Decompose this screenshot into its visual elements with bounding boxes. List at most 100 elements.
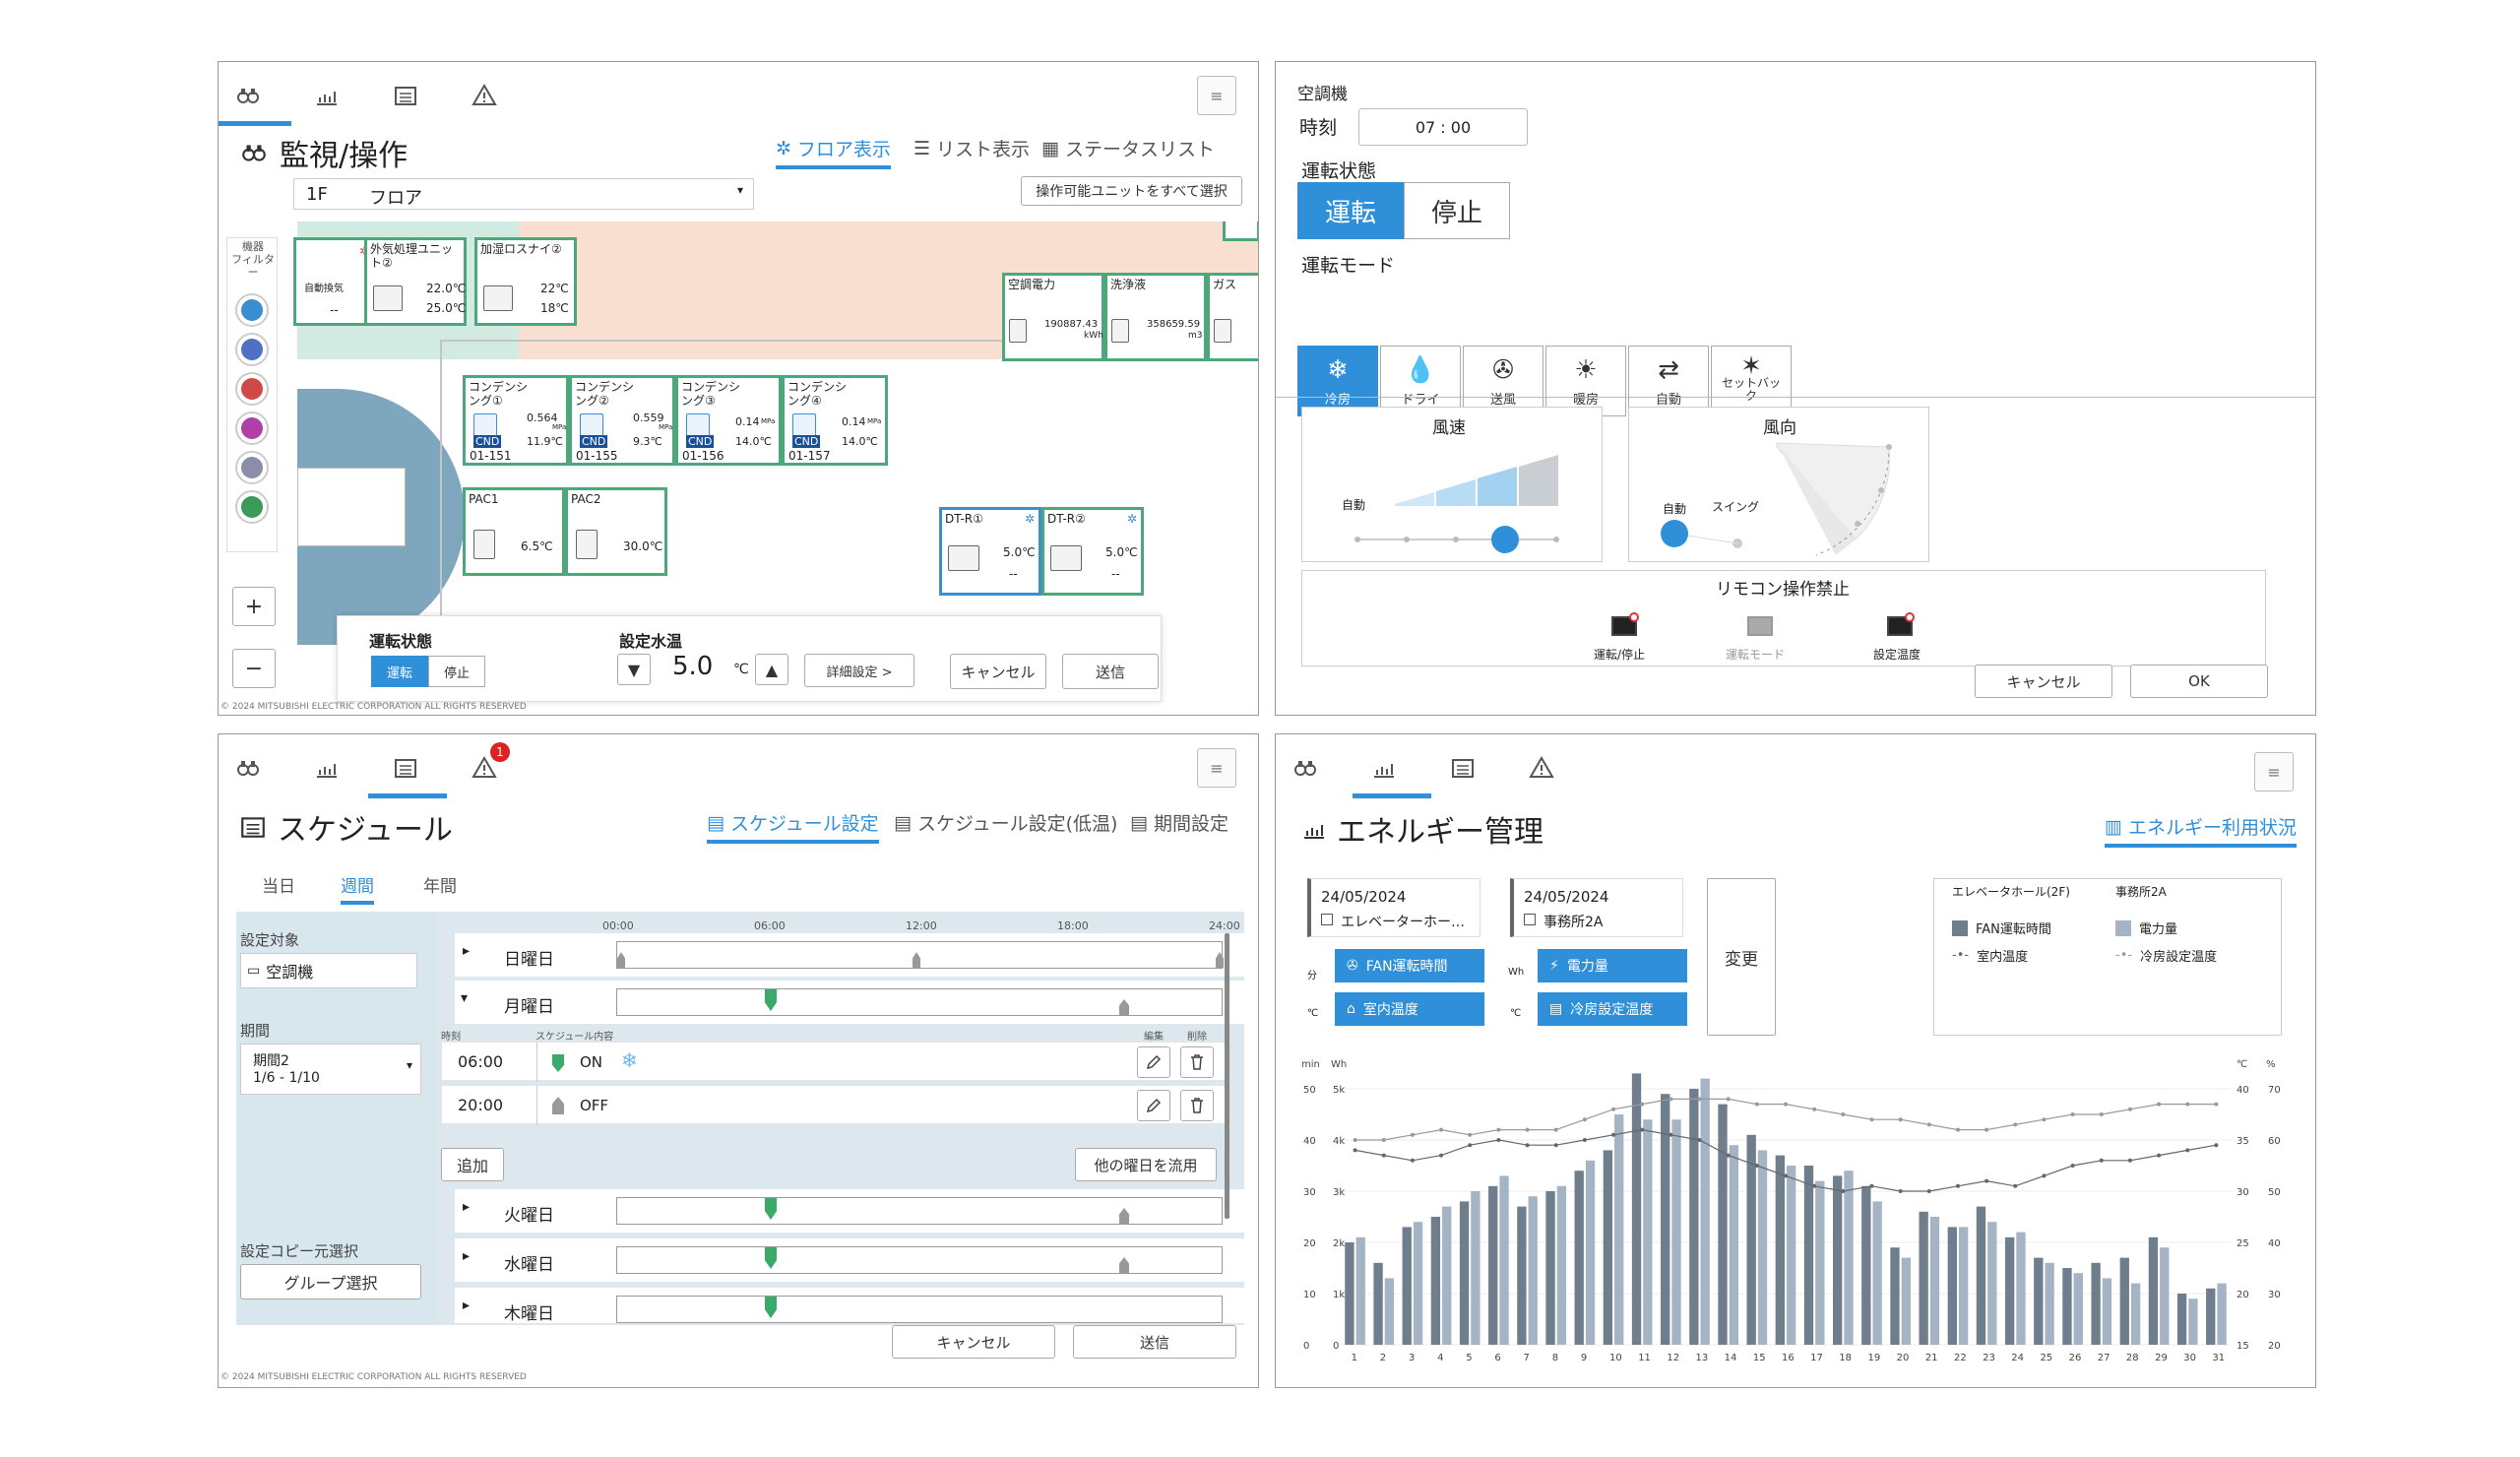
unit-condensing-4[interactable]: コンデンシング④ CND 0.14 MPa 14.0℃ 01-157 xyxy=(782,375,888,466)
energy-card-1[interactable]: 24/05/2024 エレベーターホー… 分 ✇ FAN運転時間 ℃ ⌂ 室内温度 xyxy=(1301,878,1486,1042)
zoom-out-button[interactable]: − xyxy=(232,649,276,688)
send-button[interactable]: 送信 xyxy=(1073,1325,1236,1359)
floor-select[interactable]: 1F フロア ▾ xyxy=(293,178,754,210)
tab-floor-view[interactable]: ✲ フロア表示 xyxy=(776,135,891,169)
tab-list-view[interactable]: ☰ リスト表示 xyxy=(914,137,1031,161)
time-field[interactable]: 07 : 00 xyxy=(1358,108,1528,146)
tab-status-list[interactable]: ▦ ステータスリスト xyxy=(1041,137,1215,161)
cancel-button[interactable]: キャンセル xyxy=(1975,665,2112,698)
unit-humidifier[interactable]: 加湿ロスナイ② 22℃ 18℃ xyxy=(474,237,577,326)
apply-other-days-button[interactable]: 他の曜日を流用 xyxy=(1075,1148,1217,1181)
filter-other-button[interactable] xyxy=(235,490,269,524)
binoculars-icon[interactable] xyxy=(219,78,278,113)
cancel-button[interactable]: キャンセル xyxy=(892,1325,1055,1359)
unit-condensing-1[interactable]: コンデンシング① CND 0.564 MPa 11.9℃ 01-151 xyxy=(463,375,569,466)
binoculars-icon[interactable] xyxy=(219,750,278,786)
prohibit-mode-toggle[interactable] xyxy=(1741,612,1781,640)
menu-button[interactable]: ≡ xyxy=(1197,748,1236,788)
mode-heat-button[interactable]: ☀ 暖房 xyxy=(1545,346,1626,416)
stop-button[interactable]: 停止 xyxy=(1404,182,1510,239)
edit-button[interactable] xyxy=(1137,1090,1170,1121)
cancel-button[interactable]: キャンセル xyxy=(950,654,1046,689)
run-button[interactable]: 運転 xyxy=(371,656,428,687)
binoculars-icon[interactable] xyxy=(1276,750,1335,786)
tab-schedule-low-temp[interactable]: ▤ スケジュール設定(低温) xyxy=(894,811,1118,836)
unit-outdoor-air[interactable]: 外気処理ユニット② 22.0℃ 25.0℃ xyxy=(364,237,467,326)
bar-power xyxy=(1872,1201,1882,1345)
prohibit-onoff-toggle[interactable] xyxy=(1606,612,1645,640)
filter-ventilation-button[interactable] xyxy=(235,451,269,484)
day-row-sunday[interactable]: ▸ 日曜日 xyxy=(455,933,1258,977)
mode-setback-button[interactable]: ✶ セットバック xyxy=(1711,346,1792,416)
edit-button[interactable] xyxy=(1137,1046,1170,1078)
target-select[interactable]: ▭ 空調機 xyxy=(240,953,417,988)
day-row-monday[interactable]: ▾ 月曜日 xyxy=(455,981,1258,1024)
warning-icon[interactable] xyxy=(455,78,514,113)
room-temp-button[interactable]: ⌂ 室内温度 xyxy=(1335,992,1484,1026)
unit-gas-meter[interactable]: ガス xyxy=(1207,273,1258,361)
tab-energy-usage[interactable]: ▥ エネルギー利用状況 xyxy=(2105,813,2297,848)
unit-dtr1[interactable]: DT-R① ✲ 5.0℃ -- xyxy=(939,507,1041,596)
warning-icon[interactable] xyxy=(1512,750,1571,786)
energy-chart-icon[interactable] xyxy=(297,78,356,113)
delete-button[interactable] xyxy=(1180,1046,1214,1078)
mode-auto-button[interactable]: ⇄ 自動 xyxy=(1628,346,1709,416)
unit-condensing-3[interactable]: コンデンシング③ CND 0.14 MPa 14.0℃ 01-156 xyxy=(675,375,782,466)
fan-time-button[interactable]: ✇ FAN運転時間 xyxy=(1335,949,1484,982)
calendar-icon[interactable] xyxy=(1433,750,1492,786)
tab-period-setting[interactable]: ▤ 期間設定 xyxy=(1130,811,1228,836)
day-row-tuesday[interactable]: ▸ 火曜日 xyxy=(455,1189,1258,1233)
tab-year[interactable]: 年間 xyxy=(423,877,457,897)
unit-power-meter[interactable]: 空調電力 190887.43 kWh xyxy=(1002,273,1104,361)
off-marker-icon xyxy=(552,1097,564,1114)
group-select-button[interactable]: グループ選択 xyxy=(240,1264,421,1299)
unit-wash-meter[interactable]: 洗浄液 358659.59 m3 xyxy=(1104,273,1207,361)
energy-chart-icon[interactable] xyxy=(297,750,356,786)
zoom-in-button[interactable]: + xyxy=(232,587,276,626)
detail-settings-button[interactable]: 詳細設定 > xyxy=(804,654,914,687)
energy-card-2[interactable]: 24/05/2024 事務所2A Wh ⚡ 電力量 ℃ ▤ 冷房設定温度 xyxy=(1504,878,1689,1042)
filter-sensor-button[interactable] xyxy=(235,372,269,406)
unit-pac2[interactable]: PAC2 30.0℃ xyxy=(565,487,667,576)
fan-speed-slider[interactable] xyxy=(1302,437,1604,555)
period-select[interactable]: 期間2 1/6 - 1/10 ▾ xyxy=(240,1044,421,1095)
tab-schedule-setting[interactable]: ▤ スケジュール設定 xyxy=(707,809,879,844)
stop-button[interactable]: 停止 xyxy=(428,656,485,687)
cool-temp-button[interactable]: ▤ 冷房設定温度 xyxy=(1538,992,1687,1026)
power-button[interactable]: ⚡ 電力量 xyxy=(1538,949,1687,982)
air-direction-selector[interactable] xyxy=(1629,408,1930,563)
select-all-button[interactable]: 操作可能ユニットをすべて選択 xyxy=(1021,176,1242,206)
filter-meter-button[interactable] xyxy=(235,412,269,445)
bar-fan-time xyxy=(1803,1166,1814,1345)
add-button[interactable]: 追加 xyxy=(441,1148,504,1181)
point-cool-temp xyxy=(1611,1107,1616,1111)
menu-button[interactable]: ≡ xyxy=(2254,752,2294,792)
run-button[interactable]: 運転 xyxy=(1297,182,1404,239)
change-button[interactable]: 変更 xyxy=(1707,878,1776,1036)
filter-aircon-button[interactable] xyxy=(235,293,269,327)
send-button[interactable]: 送信 xyxy=(1062,654,1159,689)
unit-dtr2[interactable]: DT-R② ✲ 5.0℃ -- xyxy=(1041,507,1144,596)
mode-cool-button[interactable]: ❄ 冷房 xyxy=(1297,346,1378,416)
calendar-icon[interactable] xyxy=(376,78,435,113)
energy-chart-icon[interactable] xyxy=(1354,750,1414,786)
scrollbar[interactable] xyxy=(1225,933,1229,1219)
tab-week[interactable]: 週間 xyxy=(341,872,374,905)
warning-icon[interactable] xyxy=(455,750,514,786)
prohibit-temp-toggle[interactable] xyxy=(1881,612,1921,640)
delete-button[interactable] xyxy=(1180,1090,1214,1121)
day-row-thursday[interactable]: ▸ 木曜日 xyxy=(455,1288,1258,1323)
ok-button[interactable]: OK xyxy=(2130,665,2268,698)
point-room-temp xyxy=(1640,1127,1645,1132)
filter-lighting-button[interactable] xyxy=(235,333,269,366)
temp-down-button[interactable]: ▼ xyxy=(617,654,651,685)
unit-pac1[interactable]: PAC1 6.5℃ xyxy=(463,487,565,576)
menu-button[interactable]: ≡ xyxy=(1197,76,1236,115)
unit-ventilation[interactable]: 自動換気 -- ✲ xyxy=(293,237,376,326)
tab-today[interactable]: 当日 xyxy=(262,877,295,897)
unit-condensing-2[interactable]: コンデンシング② CND 0.559 MPa 9.3℃ 01-155 xyxy=(569,375,675,466)
temp-up-button[interactable]: ▲ xyxy=(755,654,788,685)
mode-dry-button[interactable]: 💧 ドライ xyxy=(1380,346,1461,416)
day-row-wednesday[interactable]: ▸ 水曜日 xyxy=(455,1238,1258,1282)
calendar-icon[interactable] xyxy=(376,750,435,786)
